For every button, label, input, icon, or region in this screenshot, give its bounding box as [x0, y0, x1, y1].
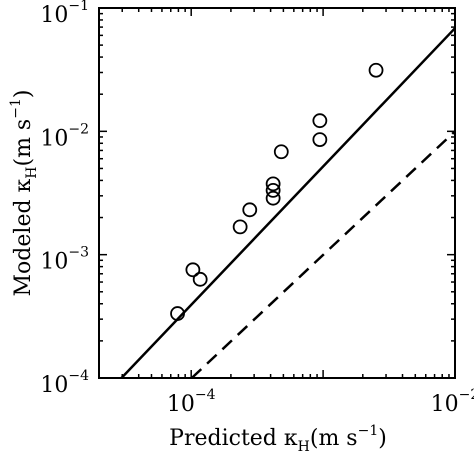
x-tick-label: 10−2 — [431, 387, 474, 417]
x-tick-label: 10−4 — [167, 387, 216, 417]
data-point — [265, 190, 281, 206]
y-tick-label: 10−4 — [40, 368, 89, 398]
data-points — [170, 62, 384, 321]
dashed-line — [190, 130, 456, 379]
data-point — [242, 202, 258, 218]
y-axis-label: Modeled κH(m s−1) — [8, 90, 40, 297]
plot-frame — [98, 7, 456, 379]
y-tick-label: 10−3 — [40, 245, 89, 275]
data-point — [192, 271, 208, 287]
data-point — [265, 182, 281, 198]
data-point — [185, 262, 201, 278]
data-point — [368, 62, 384, 78]
tick-labels: 10−4 10−2 10−4 10−3 10−2 10−1 — [40, 0, 474, 417]
data-point — [312, 113, 328, 129]
y-tick-label: 10−2 — [40, 121, 89, 151]
data-point — [273, 144, 289, 160]
data-point — [170, 306, 185, 321]
data-point — [232, 219, 248, 235]
x-axis-label: Predicted κH(m s−1) — [169, 423, 387, 455]
data-point — [265, 176, 281, 192]
reference-lines — [120, 27, 456, 379]
y-tick-label: 10−1 — [40, 0, 89, 28]
solid-fit-line — [120, 27, 456, 379]
data-point — [312, 132, 328, 147]
